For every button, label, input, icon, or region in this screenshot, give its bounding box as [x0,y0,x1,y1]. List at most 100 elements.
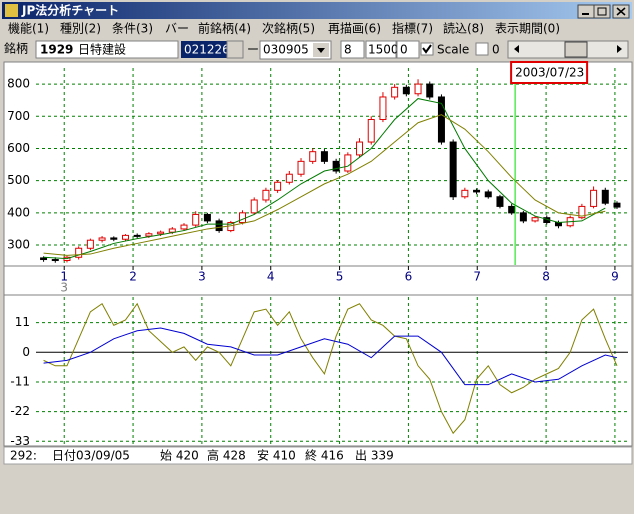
candle-body [508,205,516,214]
y-tick-label: 0 [22,345,30,359]
x-tick-label: 2 [129,270,137,284]
menu-item[interactable]: 表示期間(0) [495,22,560,36]
symbol-input[interactable] [35,40,179,59]
start-date: 021226 [184,43,230,57]
field3-input[interactable] [396,40,420,59]
y-tick-label: 700 [7,109,30,123]
candle-body [51,259,59,262]
checkbox[interactable] [475,42,489,56]
x-tick-label: 6 [405,270,413,284]
status-item: 出 339 [355,449,394,463]
status-item: 始 420 [160,449,199,463]
candle-body [473,189,481,193]
dash: ー [247,43,259,57]
year-label: 3 [60,281,68,295]
symbol-name: 日特建設 [78,42,126,57]
candle-body [180,224,188,230]
candle-body [133,234,141,237]
candle-body [168,228,176,233]
window-title: JP法分析チャート [21,3,119,18]
candle-body [203,213,211,222]
candle-body [426,83,434,98]
candle-body [121,234,129,240]
candle-body [601,189,609,204]
status-item: 高 428 [207,448,246,463]
candle-body [519,212,527,222]
candle-body [590,189,598,207]
x-tick-label: 7 [473,270,481,284]
candle-body [250,199,258,214]
line-series [43,327,618,386]
candle-body [262,189,270,201]
candle-body [75,247,83,258]
candle-body [449,141,457,198]
candle-body [578,205,586,219]
menu-item[interactable]: 前銘柄(4) [198,21,251,36]
field2: 1500 [368,43,399,57]
candle-body [239,212,247,224]
status-bar [3,446,633,465]
status-item: 292: [10,449,37,463]
candle-body [531,217,539,222]
menu-item[interactable]: 再描画(6) [328,22,381,36]
candle-body [110,237,118,240]
y-tick-label: 600 [7,141,30,155]
candle-body [484,191,492,198]
candle-body [461,189,469,198]
field3: 0 [400,43,408,57]
chart-panel: 11 0 -11 -22 -33 [10,297,628,445]
candle-body [379,96,387,121]
status-item: 終 416 [305,448,344,463]
x-tick-label: 5 [336,270,344,284]
candle-body [496,196,504,207]
symbol-code: 1929 [40,43,73,57]
candle-body [98,237,106,241]
candle-body [192,213,200,226]
menu-item[interactable]: 指標(7) [392,21,433,36]
field1-input[interactable] [340,40,365,59]
x-tick-label: 4 [267,270,275,284]
scroll-thumb[interactable] [564,41,588,58]
menu-item[interactable]: 条件(3) [112,22,153,36]
candle-body [613,202,621,208]
x-tick-label: 3 [198,270,206,284]
start-date-input[interactable] [181,41,227,58]
spinner[interactable] [226,40,244,59]
line-series [43,302,618,435]
menu-item[interactable]: 次銘柄(5) [262,21,315,36]
menu-item[interactable]: バー [165,22,189,36]
field1: 8 [344,43,352,57]
menu-item[interactable]: 種別(2) [60,22,101,36]
y-tick-label: 400 [7,205,30,219]
x-tick-label: 1 [60,270,68,284]
field2-input[interactable] [365,40,397,59]
maximize-button[interactable] [593,4,611,19]
cursor-date: 2003/07/23 [515,66,584,80]
minimize-button[interactable] [577,4,595,19]
candle-body [40,257,48,261]
candle-body [344,154,352,172]
x-tick-label: 9 [611,270,619,284]
menu-item[interactable]: 読込(8) [443,21,484,36]
app-icon [5,4,18,17]
candle-body [437,96,445,143]
candle-body [297,160,305,175]
y-tick-label: -22 [10,404,30,418]
line-series [43,114,606,256]
candle-body [285,173,293,183]
menu-item[interactable]: 機能(1) [8,21,49,36]
y-tick-label: 300 [7,238,30,252]
symbol-label: 銘柄 [4,41,28,56]
candle-body [402,86,410,95]
candle-body [274,181,282,191]
status-item: 安 410 [257,448,296,463]
candle-body [391,86,399,98]
end-date: 030905 [263,43,309,57]
chart-panel: 300 400 500 600 700 800 2003/07/23 [7,61,628,265]
candle-body [367,119,375,143]
title-bar [2,2,632,19]
y-tick-label: -11 [10,374,30,388]
x-tick-label: 8 [542,270,550,284]
window-buttons[interactable] [577,4,630,19]
y-tick-label: 11 [15,315,30,329]
